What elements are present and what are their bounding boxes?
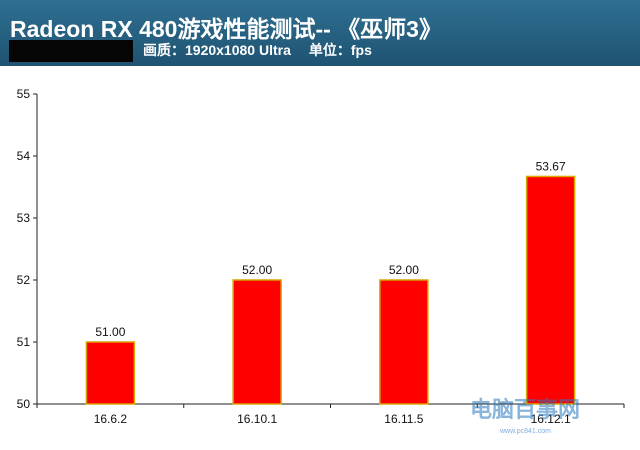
y-tick-label: 53 xyxy=(17,211,31,225)
y-tick-label: 55 xyxy=(17,87,31,101)
bar xyxy=(232,279,282,405)
chart-area: 50 51 52 53 54 55 51.00 16.6.2 52.00 16.10.1 52.00… xyxy=(0,66,640,450)
bar xyxy=(85,341,136,405)
quality-label: 画质：1920x1080 Ultra xyxy=(143,42,291,58)
chart-subtitle: 画质：1920x1080 Ultra 单位：fps xyxy=(143,40,372,60)
bar xyxy=(379,279,429,405)
redaction-box xyxy=(9,40,133,62)
bar xyxy=(525,175,576,405)
watermark-logo: 电脑百事网 xyxy=(470,397,581,422)
unit-label: 单位：fps xyxy=(308,42,372,58)
y-tick-label: 52 xyxy=(17,273,31,287)
data-label: 53.67 xyxy=(536,159,566,173)
y-tick-label: 54 xyxy=(17,149,31,163)
y-tick-label: 50 xyxy=(17,397,31,411)
data-label: 51.00 xyxy=(95,325,125,339)
watermark-url: www.pc841.com xyxy=(500,428,551,435)
bar-chart: 50 51 52 53 54 55 51.00 16.6.2 52.00 16.10.1 52.00… xyxy=(17,87,625,426)
chart-header: Radeon RX 480游戏性能测试-- 《巫师3》 画质：1920x1080… xyxy=(0,0,640,66)
data-label: 52.00 xyxy=(242,263,272,277)
data-label: 52.00 xyxy=(389,263,419,277)
y-tick-label: 51 xyxy=(17,335,31,349)
x-tick-label: 16.11.5 xyxy=(384,412,423,426)
x-tick-label: 16.10.1 xyxy=(237,412,277,426)
x-tick-label: 16.6.2 xyxy=(94,412,128,426)
x-tick-label: 16.12.1 xyxy=(531,412,571,426)
chart-title: Radeon RX 480游戏性能测试-- 《巫师3》 xyxy=(10,16,442,42)
